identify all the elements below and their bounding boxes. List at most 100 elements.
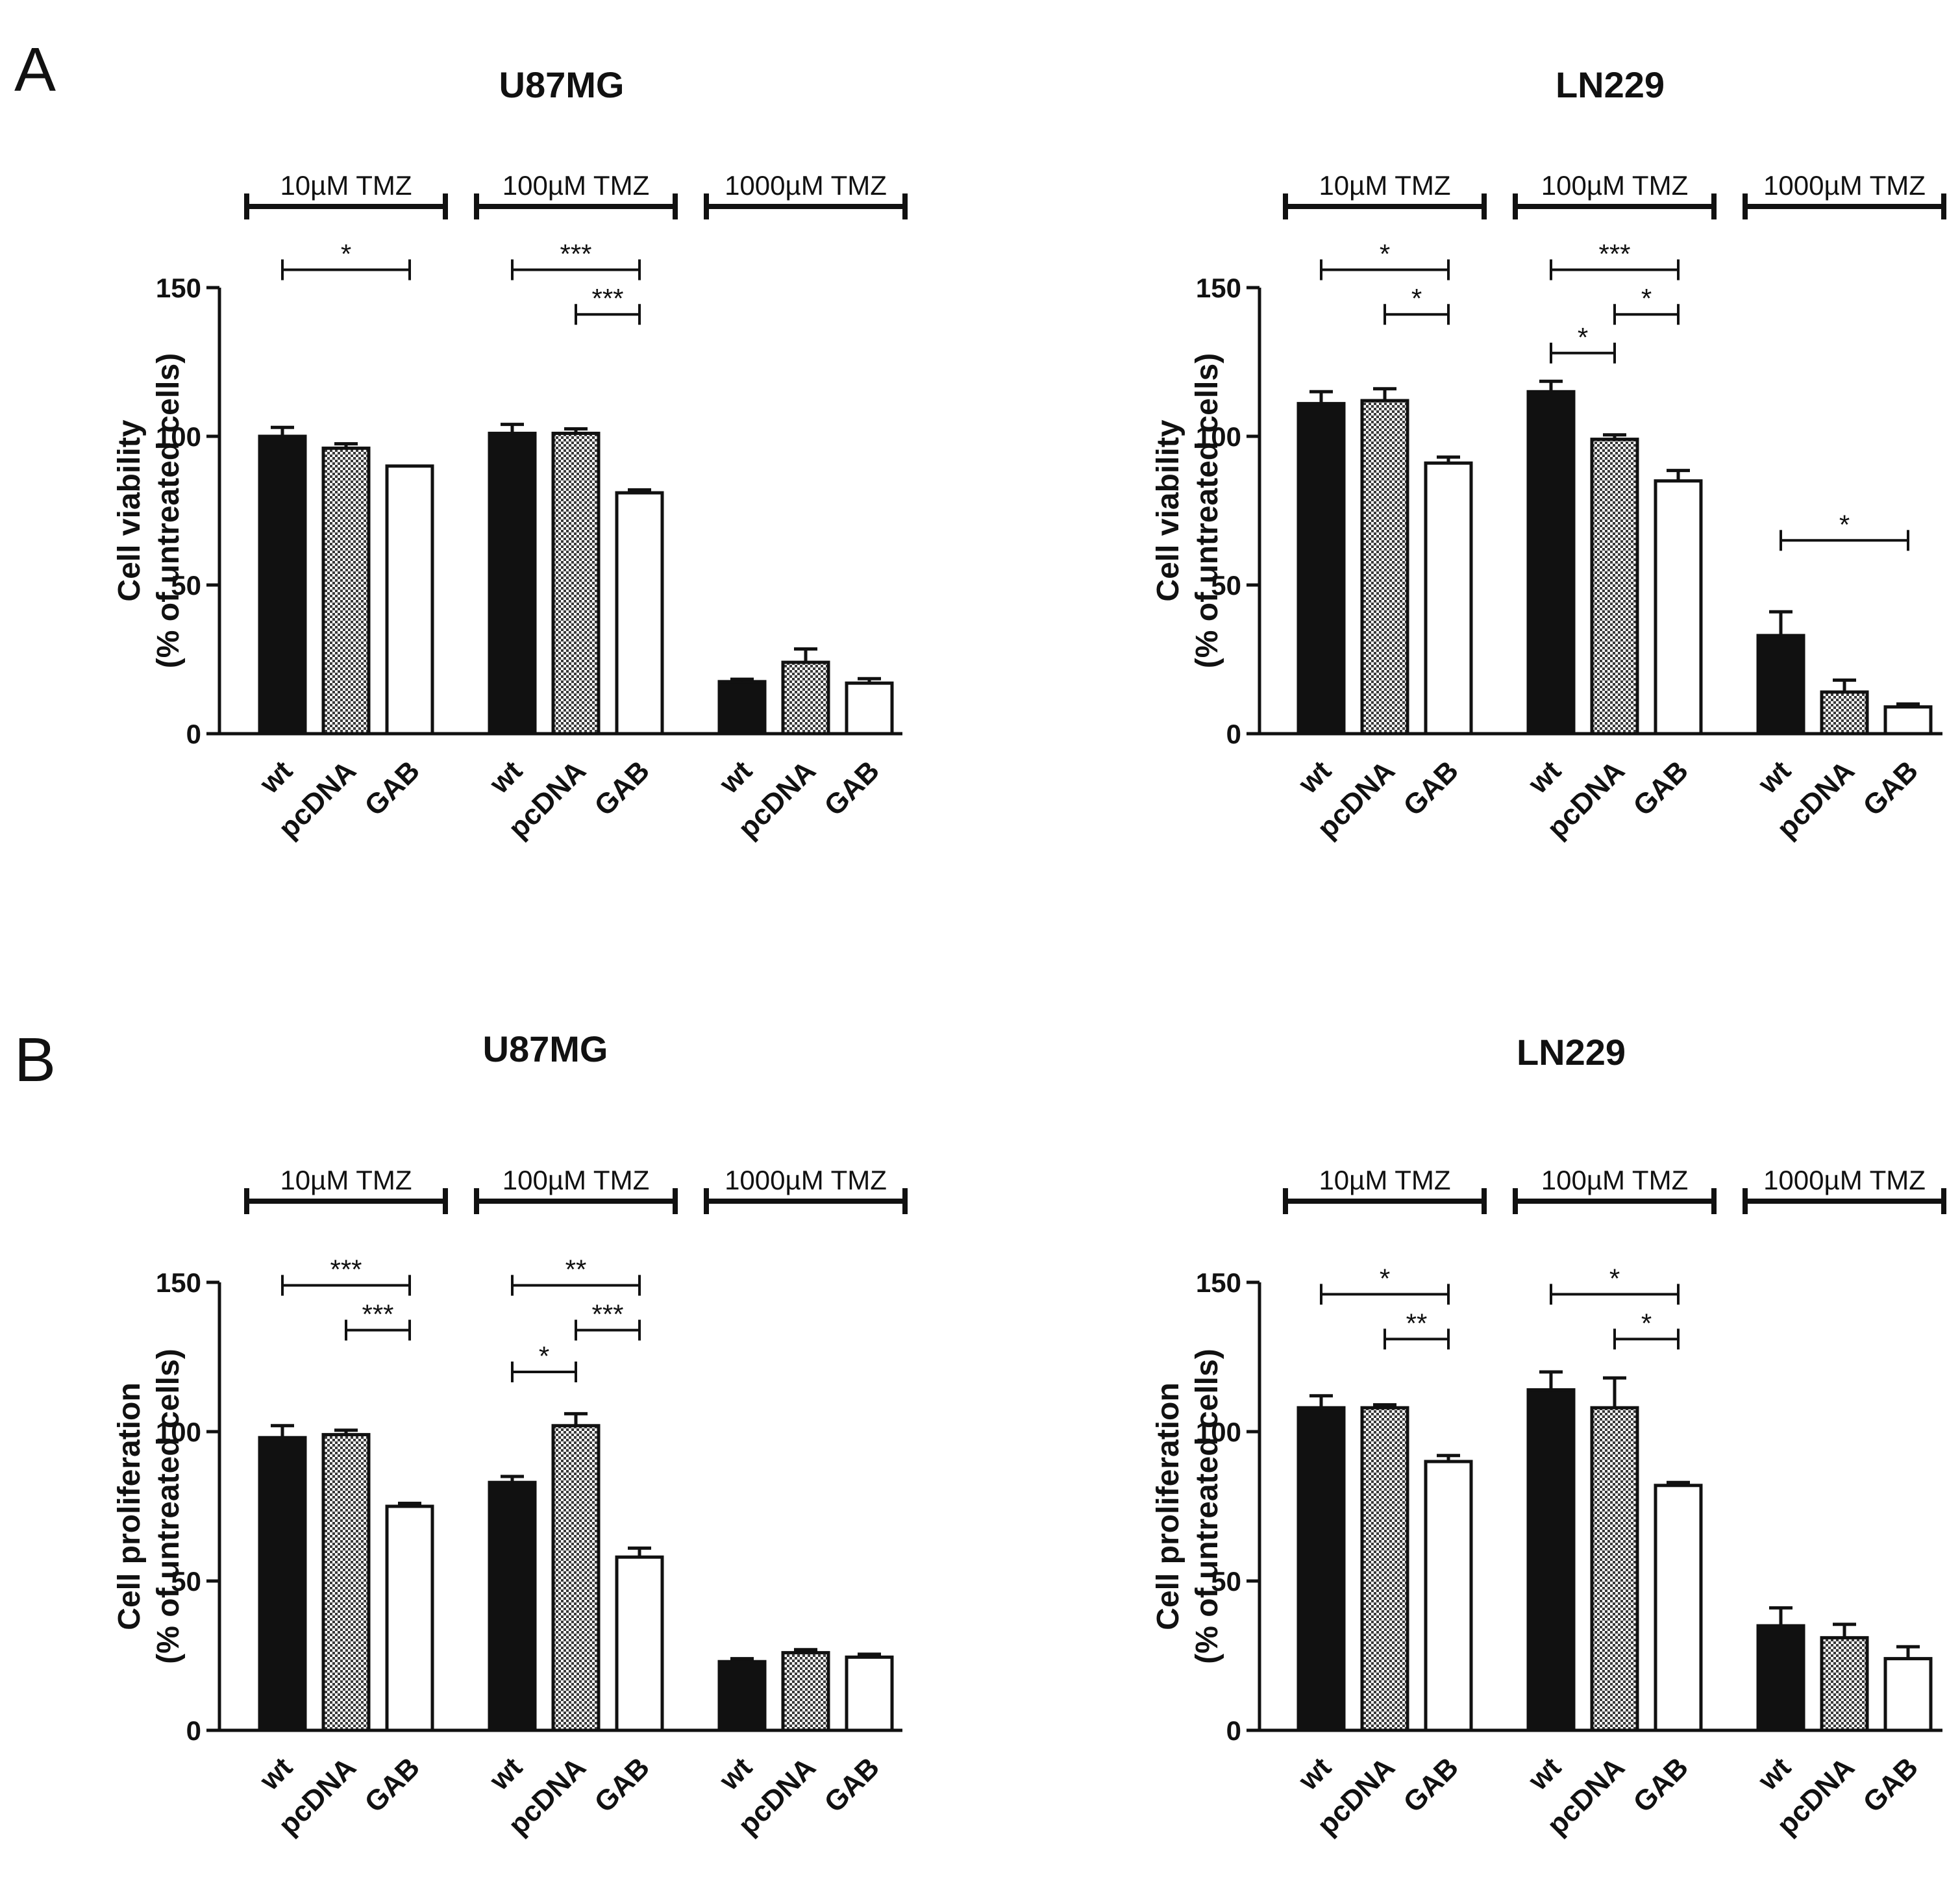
bar-wt bbox=[258, 1436, 307, 1732]
group-label: 10µM TMZ bbox=[280, 170, 412, 201]
chart-title: U87MG bbox=[483, 1028, 608, 1069]
group-label: 100µM TMZ bbox=[502, 1165, 649, 1195]
bar-gab bbox=[1654, 479, 1703, 736]
significance-label: * bbox=[539, 1341, 549, 1371]
x-category-label: GAB bbox=[588, 754, 656, 822]
chart-3-ln229: LN229 Cell proliferation (% of untreated c… bbox=[1151, 1032, 1946, 1841]
bar-wt bbox=[1756, 634, 1805, 736]
bar-wt bbox=[717, 680, 767, 736]
bar-wt bbox=[1756, 1624, 1805, 1732]
significance-label: * bbox=[1839, 509, 1850, 540]
x-category-label: GAB bbox=[1627, 1751, 1694, 1819]
significance-label: ** bbox=[1406, 1308, 1428, 1338]
x-category-label: wt bbox=[1522, 1751, 1567, 1797]
significance-label: * bbox=[1411, 283, 1422, 314]
x-category-label: GAB bbox=[1397, 1751, 1465, 1819]
bar-wt bbox=[1526, 390, 1576, 736]
group-label: 1000µM TMZ bbox=[725, 170, 887, 201]
bar-gab bbox=[1883, 705, 1933, 736]
x-category-label: GAB bbox=[818, 1751, 886, 1819]
bar-pcdna bbox=[551, 431, 601, 736]
bar-wt bbox=[1526, 1388, 1576, 1732]
y-tick-label: 0 bbox=[186, 1715, 201, 1746]
y-tick-label: 0 bbox=[186, 719, 201, 749]
significance-label: * bbox=[1578, 322, 1588, 353]
bar-pcdna bbox=[781, 1650, 830, 1732]
x-category-label: wt bbox=[1752, 754, 1797, 800]
significance-label: *** bbox=[591, 283, 623, 314]
bar-gab bbox=[1654, 1484, 1703, 1732]
significance-label: *** bbox=[362, 1299, 393, 1330]
bar-pcdna bbox=[1590, 1406, 1639, 1732]
bar-gab bbox=[385, 1504, 434, 1732]
significance-label: *** bbox=[1598, 239, 1630, 269]
group-label: 10µM TMZ bbox=[280, 1165, 412, 1195]
x-category-label: wt bbox=[253, 754, 299, 800]
significance-label: *** bbox=[330, 1254, 362, 1285]
y-axis-label: Cell proliferation bbox=[1151, 1382, 1185, 1630]
x-category-label: wt bbox=[1522, 754, 1567, 800]
panel-label-a: A bbox=[14, 35, 56, 105]
x-category-label: GAB bbox=[588, 1751, 656, 1819]
group-label: 1000µM TMZ bbox=[1763, 170, 1926, 201]
y-tick-label: 50 bbox=[171, 570, 201, 601]
chart-title: U87MG bbox=[499, 64, 625, 105]
y-axis-label: Cell proliferation bbox=[112, 1382, 147, 1630]
bar-gab bbox=[385, 464, 434, 736]
significance-label: * bbox=[1641, 283, 1652, 314]
x-category-label: wt bbox=[1292, 1751, 1337, 1797]
group-label: 10µM TMZ bbox=[1319, 1165, 1450, 1195]
x-category-label: wt bbox=[253, 1751, 299, 1797]
y-axis-label-units: (% of untreated cells) bbox=[1190, 353, 1224, 668]
y-tick-label: 150 bbox=[156, 1267, 201, 1298]
panel-label-b: B bbox=[14, 1025, 56, 1095]
bar-pcdna bbox=[1820, 1636, 1869, 1732]
bar-gab bbox=[845, 1655, 894, 1732]
bar-pcdna bbox=[1360, 1406, 1409, 1732]
bar-wt bbox=[1296, 402, 1346, 736]
chart-1-ln229: LN229 Cell viability (% of untreated cells… bbox=[1151, 64, 1946, 845]
x-category-label: GAB bbox=[358, 1751, 426, 1819]
bar-pcdna bbox=[551, 1424, 601, 1732]
x-category-label: GAB bbox=[358, 754, 426, 822]
x-category-label: GAB bbox=[1857, 754, 1924, 822]
x-category-label: wt bbox=[1292, 754, 1337, 800]
significance-label: * bbox=[1380, 1263, 1390, 1293]
significance-label: * bbox=[1609, 1263, 1620, 1293]
y-axis-label-units: (% of untreated cells) bbox=[151, 353, 186, 668]
bar-wt bbox=[1296, 1406, 1346, 1732]
x-category-label: wt bbox=[713, 754, 758, 800]
bar-pcdna bbox=[1590, 438, 1639, 736]
x-category-label: wt bbox=[483, 1751, 528, 1797]
y-tick-label: 50 bbox=[1211, 570, 1241, 601]
y-axis-label: Cell viability bbox=[1151, 419, 1185, 601]
y-tick-label: 100 bbox=[1196, 1417, 1241, 1447]
y-tick-label: 100 bbox=[1196, 421, 1241, 452]
bar-gab bbox=[615, 1555, 664, 1732]
bar-wt bbox=[717, 1660, 767, 1732]
bar-gab bbox=[1883, 1657, 1933, 1732]
group-label: 1000µM TMZ bbox=[1763, 1165, 1926, 1195]
bar-pcdna bbox=[1820, 690, 1869, 736]
group-label: 100µM TMZ bbox=[1541, 170, 1688, 201]
y-tick-label: 50 bbox=[171, 1566, 201, 1597]
y-axis-label-units: (% of untreated cells) bbox=[1190, 1349, 1224, 1663]
bar-gab bbox=[615, 491, 664, 736]
y-tick-label: 0 bbox=[1226, 1715, 1241, 1746]
x-category-label: GAB bbox=[1627, 754, 1694, 822]
y-tick-label: 150 bbox=[1196, 273, 1241, 303]
x-category-label: GAB bbox=[1397, 754, 1465, 822]
chart-2-u87mg: U87MG Cell proliferation (% of untreated c… bbox=[112, 1028, 908, 1841]
y-tick-label: 150 bbox=[156, 273, 201, 303]
chart-0-u87mg: U87MG Cell viability (% of untreated cells… bbox=[112, 64, 908, 845]
significance-label: ** bbox=[565, 1254, 587, 1285]
bar-pcdna bbox=[321, 446, 371, 736]
significance-label: *** bbox=[591, 1299, 623, 1330]
y-tick-label: 150 bbox=[1196, 1267, 1241, 1298]
group-label: 100µM TMZ bbox=[502, 170, 649, 201]
bar-wt bbox=[488, 1480, 537, 1732]
bar-pcdna bbox=[781, 660, 830, 736]
y-tick-label: 100 bbox=[156, 1417, 201, 1447]
